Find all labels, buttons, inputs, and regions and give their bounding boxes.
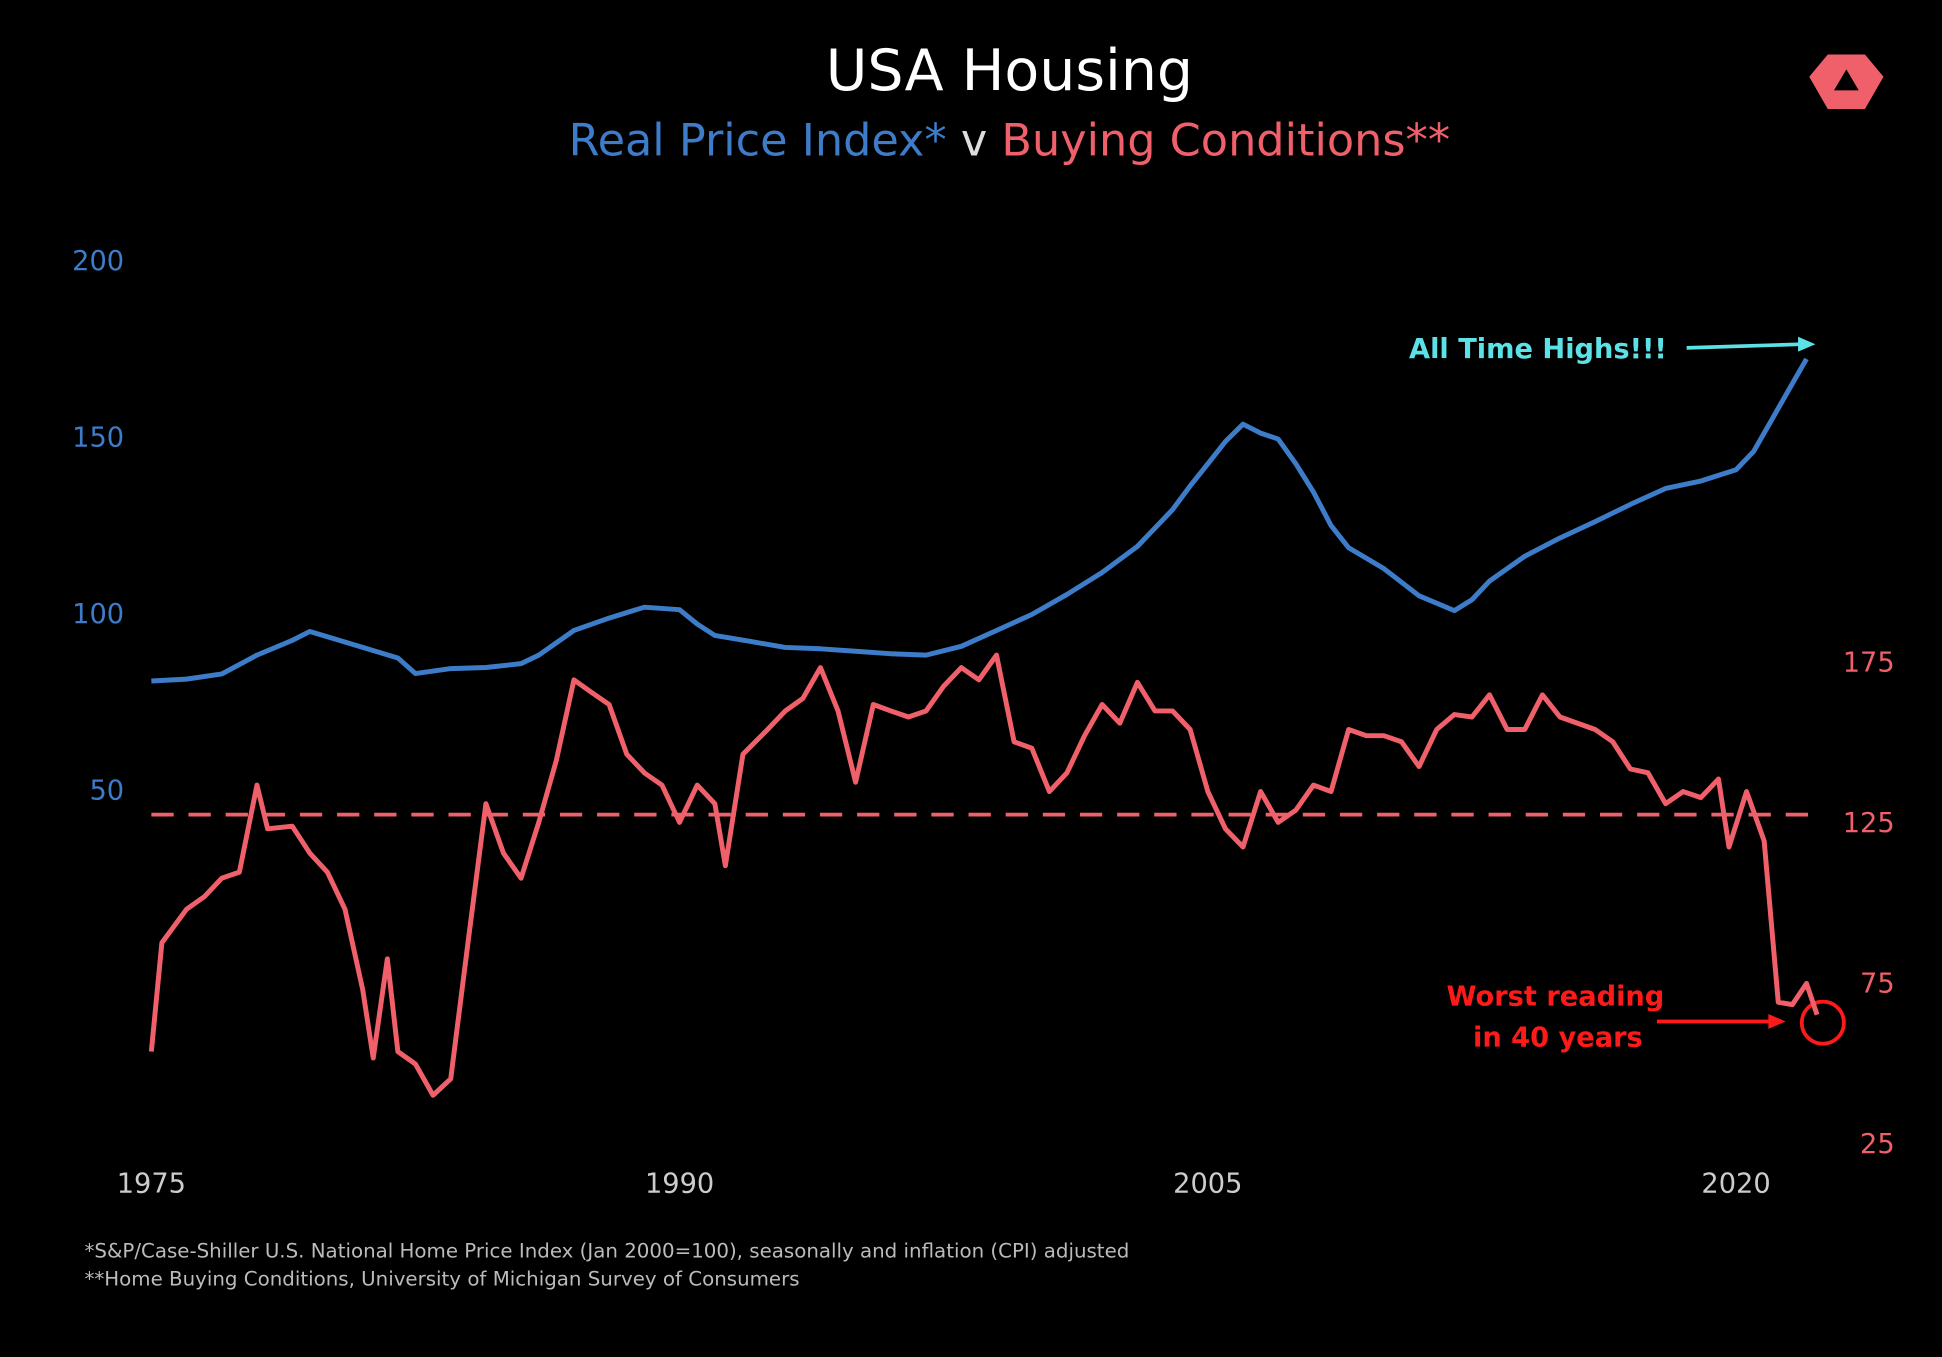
y2-tick-label: 125 xyxy=(1843,808,1895,839)
chart-subtitle: Real Price Index* v Buying Conditions** xyxy=(569,115,1451,167)
x-tick-label: 2005 xyxy=(1173,1168,1242,1199)
annotation-arrow-head xyxy=(1768,1014,1786,1029)
series-line xyxy=(148,652,1820,1098)
annotation: All Time Highs!!! xyxy=(1409,334,1667,365)
y-tick-label: 50 xyxy=(89,776,124,807)
y-tick-label: 200 xyxy=(72,246,124,277)
subtitle-part: Buying Conditions** xyxy=(1001,115,1450,167)
footnote: *S&P/Case-Shiller U.S. National Home Pri… xyxy=(84,1239,1129,1262)
y-tick-label: 150 xyxy=(72,423,124,454)
annotation: in 40 years xyxy=(1473,1022,1643,1053)
annotation-arrow-head xyxy=(1798,336,1816,352)
x-tick-label: 1990 xyxy=(645,1168,714,1199)
logo xyxy=(1809,54,1884,109)
y-tick-label: 100 xyxy=(72,599,124,630)
x-tick-label: 2020 xyxy=(1701,1168,1770,1199)
series-line xyxy=(151,357,1809,684)
annotation: Worst reading xyxy=(1447,981,1665,1012)
x-tick-label: 1975 xyxy=(117,1168,186,1199)
subtitle-part: Real Price Index* xyxy=(569,115,947,167)
footnote: **Home Buying Conditions, University of … xyxy=(84,1268,799,1291)
y2-tick-label: 175 xyxy=(1843,647,1895,678)
annotation-circle xyxy=(1799,999,1846,1046)
y2-tick-label: 25 xyxy=(1860,1129,1895,1160)
annotation-arrow xyxy=(1686,342,1802,350)
y2-tick-label: 75 xyxy=(1860,968,1895,999)
chart-title: USA Housing xyxy=(826,38,1193,104)
subtitle-part: v xyxy=(961,115,987,167)
